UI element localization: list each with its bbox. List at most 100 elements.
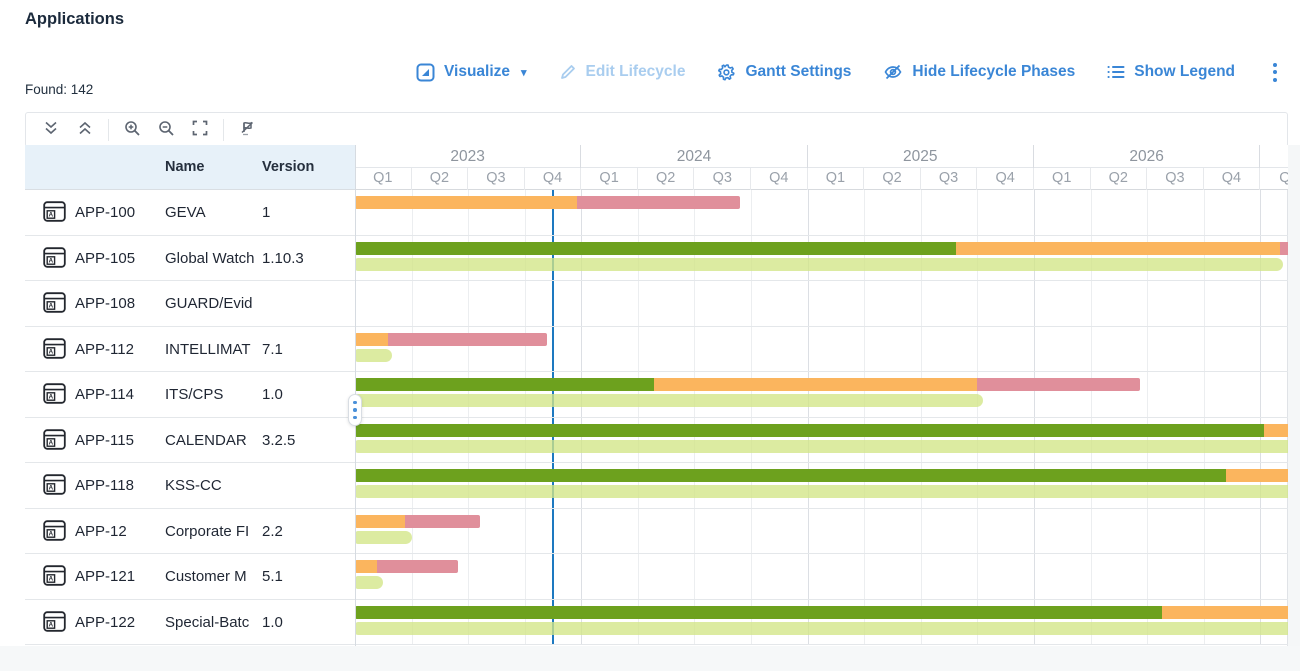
today-marker-toggle-button[interactable] [230, 116, 264, 144]
lifecycle-bar-green[interactable] [355, 423, 1265, 437]
app-id[interactable]: APP-108 [75, 295, 136, 312]
show-legend-button[interactable]: Show Legend [1107, 63, 1235, 81]
quarter-gridline [1203, 190, 1205, 645]
table-row[interactable]: A APP-118 KSS-CC [25, 463, 1288, 509]
lifecycle-bar-pink[interactable] [1279, 241, 1288, 255]
visualize-icon [416, 63, 435, 82]
lifecycle-bar-pink[interactable] [377, 560, 458, 573]
quarter-gridline [920, 190, 922, 645]
app-id[interactable]: APP-118 [75, 477, 134, 494]
version-column-header[interactable]: Version [262, 159, 315, 175]
zoom-out-button[interactable] [149, 116, 183, 144]
lifecycle-bar-lightGreen[interactable] [355, 485, 1288, 498]
fit-to-screen-button[interactable] [183, 116, 217, 144]
double-chevron-up-icon [77, 120, 93, 139]
app-id[interactable]: APP-121 [75, 568, 136, 585]
quarter-label: Q4 [1204, 168, 1261, 190]
page-title: Applications [25, 10, 125, 28]
quarter-row: Q1Q2Q3Q4Q1Q2Q3Q4Q1Q2Q3Q4Q1Q2Q3Q4Q1 [355, 168, 1288, 190]
gear-icon [717, 63, 736, 82]
lifecycle-bar-pink[interactable] [404, 514, 481, 528]
more-options-kebab-icon[interactable] [1267, 59, 1283, 86]
lifecycle-bar-orange[interactable] [355, 196, 578, 209]
table-row[interactable]: A APP-112 INTELLIMAT 7.1 [25, 327, 1288, 372]
lifecycle-bar-lightGreen[interactable] [355, 576, 384, 589]
lifecycle-bar-orange[interactable] [654, 378, 978, 391]
lifecycle-bar-orange[interactable] [955, 241, 1280, 255]
table-row[interactable]: A APP-100 GEVA 1 [25, 190, 1288, 236]
lifecycle-bar-lightGreen[interactable] [355, 257, 1283, 271]
quarter-label: Q1 [1034, 168, 1091, 190]
app-name[interactable]: GEVA [165, 204, 206, 221]
year-gridline [581, 190, 583, 645]
table-row[interactable]: A APP-108 GUARD/Evid [25, 281, 1288, 327]
lifecycle-bar-green[interactable] [355, 241, 956, 255]
lifecycle-bar-orange[interactable] [355, 514, 405, 528]
found-count: Found: 142 [25, 82, 94, 97]
table-row[interactable]: A APP-115 CALENDAR 3.2.5 [25, 418, 1288, 463]
column-splitter-handle[interactable] [348, 394, 362, 426]
app-name[interactable]: Global Watch [165, 249, 255, 267]
quarter-label-partial: Q1 [1279, 170, 1288, 186]
app-id[interactable]: APP-100 [75, 204, 136, 221]
lifecycle-bar-pink[interactable] [387, 332, 548, 346]
collapse-all-button[interactable] [68, 116, 102, 144]
app-id[interactable]: APP-115 [75, 431, 134, 449]
quarter-label: Q2 [412, 168, 469, 190]
app-name[interactable]: GUARD/Evid [165, 295, 253, 312]
name-column-header[interactable]: Name [165, 159, 205, 175]
zoom-out-icon [158, 120, 175, 140]
table-row[interactable]: A APP-114 ITS/CPS 1.0 [25, 372, 1288, 418]
lifecycle-bar-pink[interactable] [977, 378, 1140, 391]
year-label: 2026 [1034, 145, 1261, 168]
quarter-label: Q4 [525, 168, 582, 190]
lifecycle-bar-lightGreen[interactable] [355, 394, 984, 407]
app-id[interactable]: APP-12 [75, 522, 127, 540]
app-name[interactable]: KSS-CC [165, 477, 222, 494]
lifecycle-bar-orange[interactable] [355, 560, 378, 573]
hide-lifecycle-phases-button[interactable]: Hide Lifecycle Phases [883, 63, 1075, 81]
gantt-settings-button[interactable]: Gantt Settings [717, 63, 851, 82]
lifecycle-bar-lightGreen[interactable] [355, 530, 412, 544]
table-row[interactable]: A APP-12 Corporate FI 2.2 [25, 509, 1288, 554]
table-row[interactable]: A APP-121 Customer M 5.1 [25, 554, 1288, 600]
lifecycle-bar-lightGreen[interactable] [355, 348, 393, 362]
timeline-header: 2023 2024 2025 2026 Q1 Q2 Q3 Q4 Q1 Q2 Q3 Q4 Q1 Q2 Q3 Q… [355, 145, 1288, 190]
app-id[interactable]: APP-105 [75, 249, 136, 267]
table-row[interactable]: A APP-105 Global Watch 1.10.3 [25, 236, 1288, 281]
app-name[interactable]: INTELLIMAT [165, 340, 251, 358]
svg-text:A: A [49, 257, 54, 264]
edit-lifecycle-button[interactable]: Edit Lifecycle [559, 63, 685, 81]
lifecycle-bar-green[interactable] [355, 469, 1227, 482]
visualize-button[interactable]: Visualize ▾ [416, 63, 527, 82]
list-icon [1107, 64, 1125, 80]
app-name[interactable]: CALENDAR [165, 431, 247, 449]
lifecycle-bar-orange[interactable] [1264, 423, 1288, 437]
application-icon: A [43, 474, 66, 500]
quarter-label: Q1 [355, 168, 412, 190]
app-id[interactable]: APP-112 [75, 340, 134, 358]
main-toolbar: Visualize ▾ Edit Lifecycle Gantt Setting… [416, 57, 1283, 87]
app-id[interactable]: APP-122 [75, 613, 136, 631]
zoom-in-button[interactable] [115, 116, 149, 144]
table-row[interactable]: A APP-122 Special-Batc 1.0 [25, 600, 1288, 645]
application-icon: A [43, 383, 66, 409]
quarter-label: Q3 [468, 168, 525, 190]
expand-all-button[interactable] [34, 116, 68, 144]
app-name[interactable]: Corporate FI [165, 522, 250, 540]
lifecycle-bar-green[interactable] [355, 605, 1163, 619]
lifecycle-bar-lightGreen[interactable] [355, 439, 1288, 453]
app-name[interactable]: Special-Batc [165, 613, 250, 631]
lifecycle-bar-green[interactable] [355, 378, 655, 391]
lifecycle-bar-orange[interactable] [1162, 605, 1288, 619]
today-line [552, 190, 555, 645]
lifecycle-bar-lightGreen[interactable] [355, 621, 1288, 635]
app-name[interactable]: ITS/CPS [165, 386, 224, 403]
app-name[interactable]: Customer M [165, 568, 247, 585]
svg-text:A: A [49, 621, 54, 628]
lifecycle-bar-pink[interactable] [577, 196, 740, 209]
lifecycle-bar-orange[interactable] [355, 332, 388, 346]
app-id[interactable]: APP-114 [75, 386, 134, 403]
lifecycle-bar-orange[interactable] [1226, 469, 1288, 482]
toolbar-separator [108, 118, 109, 141]
